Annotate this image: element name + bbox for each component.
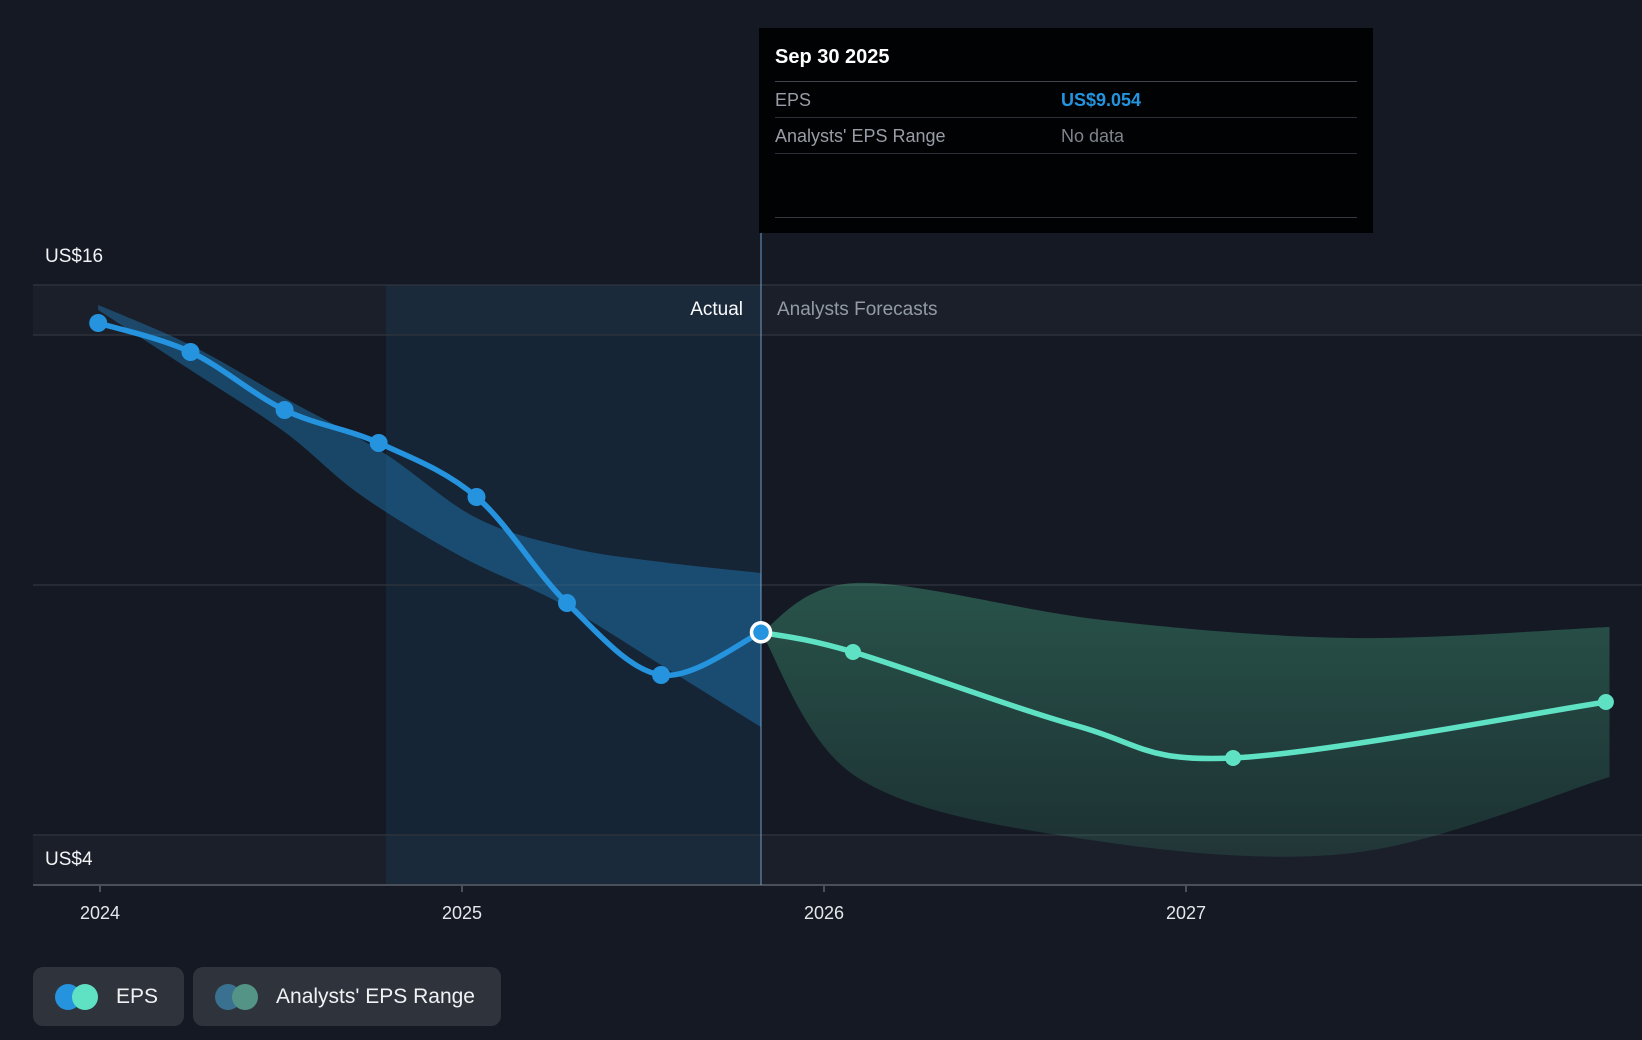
legend-item-eps[interactable]: EPS [33,967,185,1026]
data-point[interactable] [1597,694,1614,710]
analysts-eps-range-band [761,582,1610,857]
data-point[interactable] [369,434,388,452]
tooltip-range-value: No data [1061,126,1125,146]
tooltip-range-label: Analysts' EPS Range [775,126,946,146]
data-point[interactable] [181,343,200,361]
eps-legend-icon [55,983,98,1010]
data-point[interactable] [845,644,861,660]
tooltip-divider [775,217,1357,218]
chart-tooltip: Sep 30 2025 EPS US$9.054 Analysts' EPS R… [759,28,1373,233]
current-data-point[interactable] [749,621,773,644]
data-point[interactable] [558,594,576,612]
data-point[interactable] [652,666,671,684]
tooltip-row-range: Analysts' EPS Range No data [775,118,1357,154]
chart-legend: EPS Analysts' EPS Range [33,967,501,1026]
tooltip-eps-label: EPS [775,90,812,110]
y-axis-label-top: US$16 [45,246,104,267]
data-point[interactable] [1225,750,1242,766]
tooltip-row-eps: EPS US$9.054 [775,82,1357,118]
legend-item-analysts-eps-range[interactable]: Analysts' EPS Range [193,967,501,1026]
x-axis-label-2025: 2025 [441,903,483,923]
analysts-range-legend-icon [215,983,259,1010]
eps-actual-line [95,320,764,679]
past-eps-range-band [98,305,761,727]
data-point[interactable] [89,314,108,332]
forecast-section-label: Analysts Forecasts [777,299,938,320]
actual-section-label: Actual [690,299,743,320]
legend-eps-label: EPS [116,984,159,1008]
x-axis-label-2026: 2026 [803,903,845,923]
y-axis-label-bottom: US$4 [45,849,93,870]
tooltip-date: Sep 30 2025 [775,42,1357,82]
x-axis-label-2027: 2027 [1165,903,1207,923]
legend-range-label: Analysts' EPS Range [276,984,475,1008]
tooltip-eps-value: US$9.054 [1061,90,1142,110]
data-point[interactable] [467,488,486,506]
x-axis-label-2024: 2024 [79,903,121,923]
data-point[interactable] [275,401,294,419]
